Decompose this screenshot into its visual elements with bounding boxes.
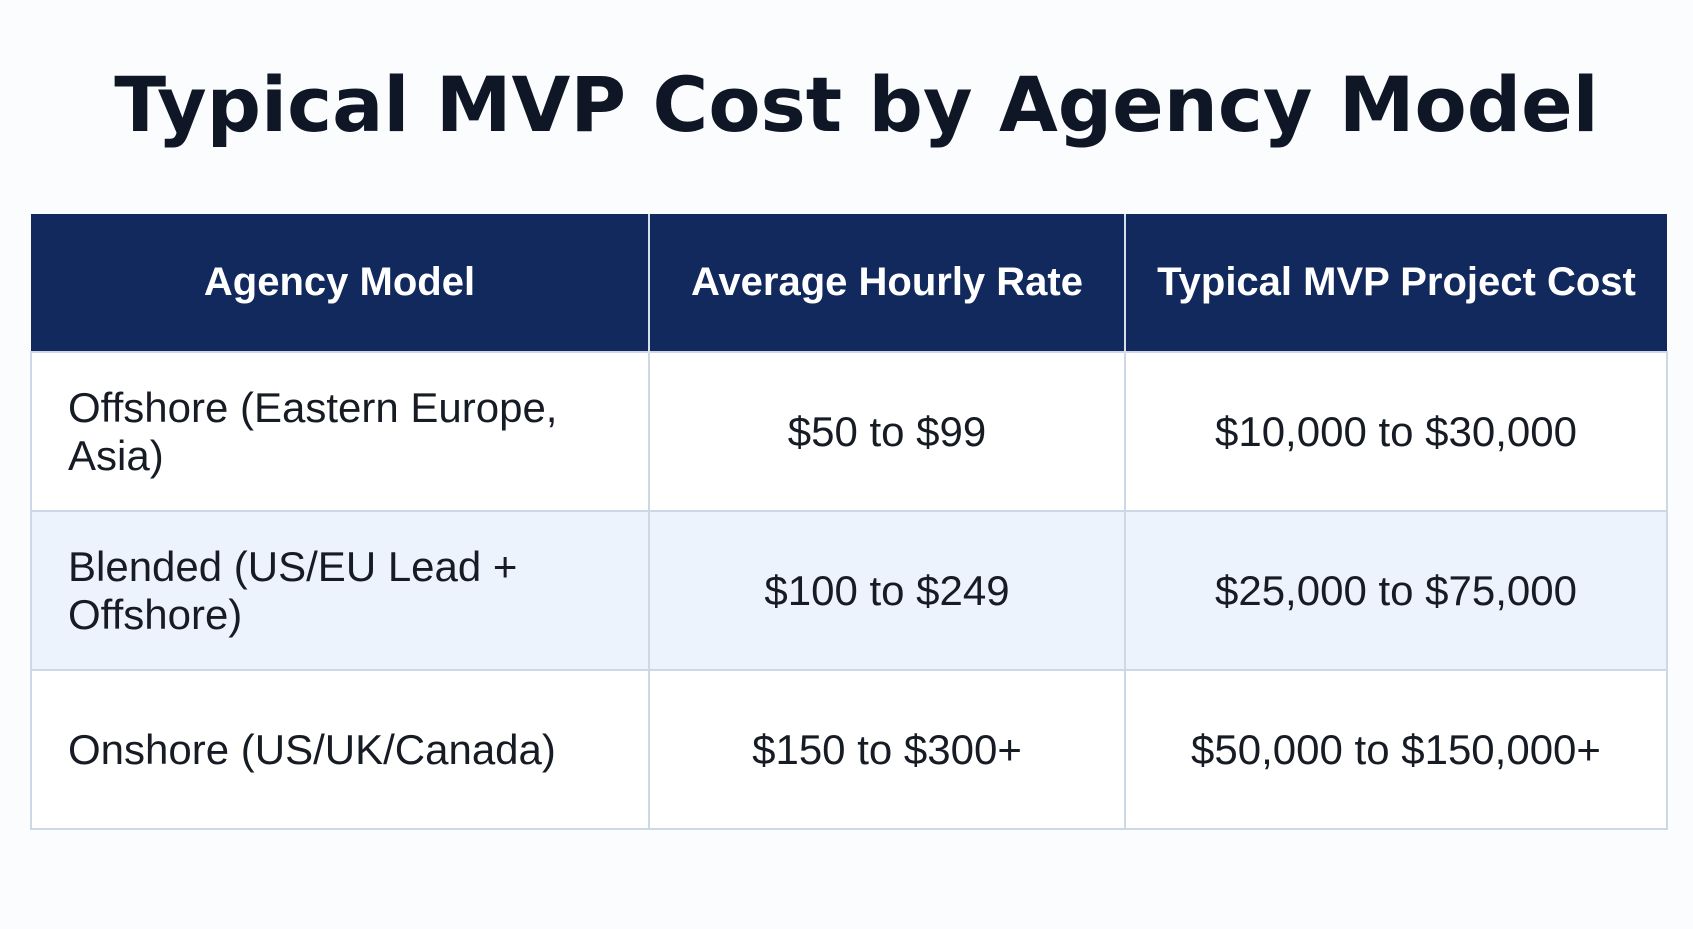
table-row: Onshore (US/UK/Canada) $150 to $300+ $50… bbox=[30, 669, 1668, 830]
project-cost-cell: $25,000 to $75,000 bbox=[1124, 510, 1668, 671]
table-row: Blended (US/EU Lead + Offshore) $100 to … bbox=[30, 510, 1668, 671]
agency-model-cell: Offshore (Eastern Europe, Asia) bbox=[30, 351, 650, 512]
page-title: Typical MVP Cost by Agency Model bbox=[114, 60, 1599, 149]
hourly-rate-cell: $150 to $300+ bbox=[648, 669, 1126, 830]
agency-model-cell: Blended (US/EU Lead + Offshore) bbox=[30, 510, 650, 671]
column-header-typical-mvp-project-cost: Typical MVP Project Cost bbox=[1125, 214, 1667, 352]
hourly-rate-cell: $50 to $99 bbox=[648, 351, 1126, 512]
project-cost-cell: $50,000 to $150,000+ bbox=[1124, 669, 1668, 830]
agency-model-cell: Onshore (US/UK/Canada) bbox=[30, 669, 650, 830]
project-cost-cell: $10,000 to $30,000 bbox=[1124, 351, 1668, 512]
table-row: Offshore (Eastern Europe, Asia) $50 to $… bbox=[30, 351, 1668, 512]
table-header-row: Agency Model Average Hourly Rate Typical… bbox=[31, 214, 1667, 352]
cost-table: Agency Model Average Hourly Rate Typical… bbox=[30, 214, 1668, 830]
column-header-average-hourly-rate: Average Hourly Rate bbox=[649, 214, 1126, 352]
column-header-agency-model: Agency Model bbox=[31, 214, 650, 352]
hourly-rate-cell: $100 to $249 bbox=[648, 510, 1126, 671]
